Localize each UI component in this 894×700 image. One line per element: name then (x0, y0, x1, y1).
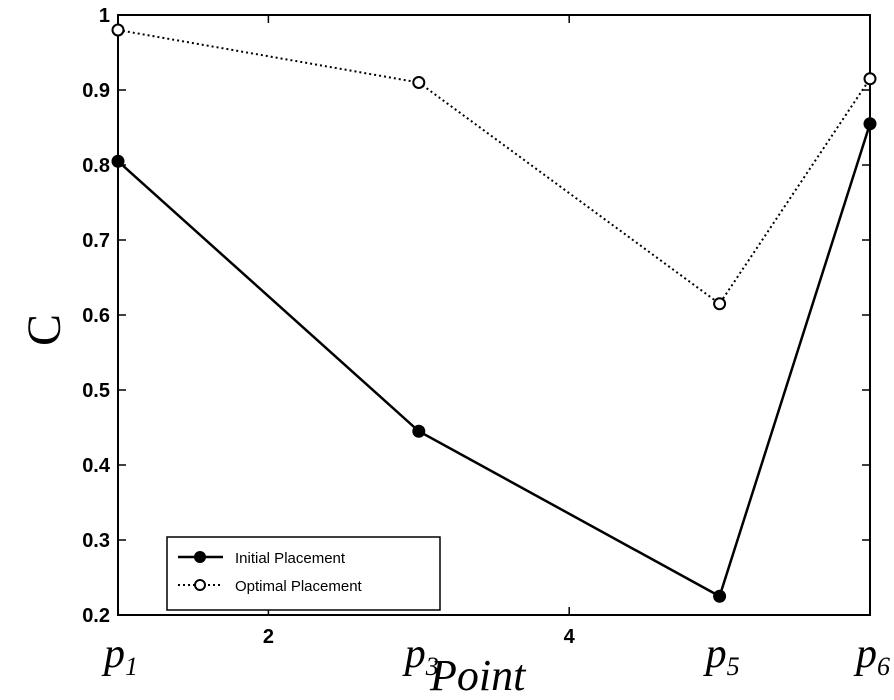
y-tick-label: 0.9 (82, 80, 110, 102)
series-layer (111, 23, 877, 603)
point-label: p6 (853, 631, 890, 681)
data-point-initial (713, 589, 727, 603)
data-point-initial (111, 154, 125, 168)
y-tick-label: 0.7 (82, 230, 110, 252)
data-point-optimal (412, 76, 426, 89)
data-point-initial (412, 424, 426, 438)
data-point-optimal (863, 72, 877, 86)
legend-label-initial: Initial Placement (235, 550, 346, 567)
point-label: p5 (703, 631, 740, 681)
y-tick-label: 1 (99, 5, 110, 27)
y-tick-label: 0.3 (82, 530, 110, 552)
y-tick-label: 0.5 (82, 380, 110, 402)
legend-marker-initial (194, 551, 206, 563)
y-axis-label: C (18, 314, 71, 346)
data-point-optimal (713, 297, 727, 311)
point-label: p3 (402, 631, 439, 681)
y-tick-label: 0.2 (82, 605, 110, 627)
plot-area: 0.2 0.3 0.4 0.5 0.6 0.7 0.8 0.9 1 2 4 p1 p3 p5 p6 (82, 5, 890, 681)
x-tick-label: 2 (263, 626, 274, 648)
data-point-initial (863, 117, 877, 131)
plot-frame (117, 14, 871, 616)
legend-label-optimal: Optimal Placement (235, 578, 363, 595)
x-axis-label: Point (429, 651, 527, 700)
y-tick-label: 0.4 (82, 455, 111, 477)
y-tick-label: 0.8 (82, 155, 110, 177)
data-point-optimal (111, 23, 125, 37)
x-tick-label: 4 (564, 626, 576, 648)
legend-box (166, 536, 441, 611)
series-line-initial (117, 123, 872, 599)
point-label: p1 (101, 631, 138, 681)
legend-marker-optimal (194, 579, 206, 591)
legend: Initial Placement Optimal Placement (166, 536, 441, 611)
y-tick-label: 0.6 (82, 305, 110, 327)
